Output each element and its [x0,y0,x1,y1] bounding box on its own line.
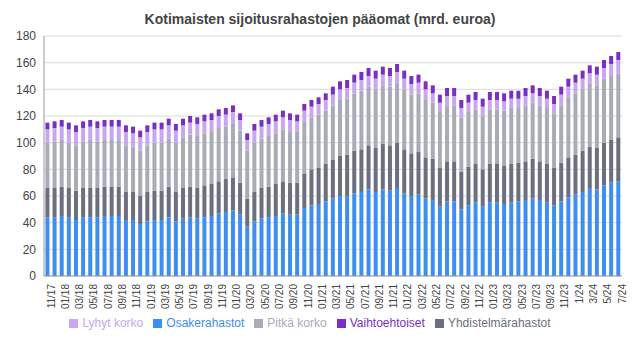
svg-text:05/22: 05/22 [431,284,442,309]
svg-text:09/23: 09/23 [545,284,556,309]
svg-text:7/24: 7/24 [617,284,628,304]
html-text:Kotimaisten sijoitusrahastojen: Kotimaisten sijoitusrahastojen pääomat (… [144,11,496,27]
svg-text:3/24: 3/24 [588,284,599,304]
svg-text:03/23: 03/23 [502,284,513,309]
svg-text:11/21: 11/21 [388,284,399,309]
html-text:Lyhyt korko: Lyhyt korko [82,316,144,330]
svg-text:07/18: 07/18 [103,284,114,309]
svg-text:01/20: 01/20 [231,284,242,309]
html-text:Osakerahastot: Osakerahastot [166,316,245,330]
svg-text:05/20: 05/20 [260,284,271,309]
svg-text:05/18: 05/18 [88,284,99,309]
svg-text:100: 100 [16,136,36,150]
svg-text:07/22: 07/22 [445,284,456,309]
svg-text:0: 0 [29,269,36,283]
svg-text:20: 20 [23,243,37,257]
svg-text:11/22: 11/22 [474,284,485,309]
svg-text:01/18: 01/18 [60,284,71,309]
svg-text:01/21: 01/21 [317,284,328,309]
svg-text:05/21: 05/21 [345,284,356,309]
svg-text:01/23: 01/23 [488,284,499,309]
svg-text:05/23: 05/23 [517,284,528,309]
svg-text:07/23: 07/23 [531,284,542,309]
svg-text:09/18: 09/18 [117,284,128,309]
svg-text:01/22: 01/22 [402,284,413,309]
svg-text:11/19: 11/19 [217,284,228,309]
svg-text:160: 160 [16,56,36,70]
svg-text:09/20: 09/20 [288,284,299,309]
svg-text:180: 180 [16,30,36,43]
html-text:Yhdistelmärahastot: Yhdistelmärahastot [447,316,551,330]
svg-text:05/19: 05/19 [174,284,185,309]
svg-text:40: 40 [23,216,37,230]
svg-text:09/21: 09/21 [374,284,385,309]
svg-text:09/19: 09/19 [203,284,214,309]
svg-text:11/20: 11/20 [303,284,314,309]
svg-text:11/23: 11/23 [559,284,570,309]
svg-text:07/19: 07/19 [188,284,199,309]
svg-text:03/18: 03/18 [74,284,85,309]
svg-text:01/19: 01/19 [146,284,157,309]
svg-text:09/22: 09/22 [460,284,471,309]
svg-text:140: 140 [16,83,36,97]
svg-text:07/20: 07/20 [274,284,285,309]
svg-text:11/18: 11/18 [131,284,142,309]
html-text:Vaihtoehtoiset: Vaihtoehtoiset [349,316,425,330]
svg-text:03/22: 03/22 [417,284,428,309]
svg-text:07/21: 07/21 [360,284,371,309]
svg-text:11/17: 11/17 [46,284,57,309]
svg-text:03/21: 03/21 [331,284,342,309]
svg-text:80: 80 [23,163,37,177]
svg-text:120: 120 [16,109,36,123]
svg-text:03/20: 03/20 [245,284,256,309]
svg-text:03/19: 03/19 [160,284,171,309]
html-text:Pitkä korko: Pitkä korko [267,316,327,330]
svg-text:60: 60 [23,189,37,203]
svg-text:5/24: 5/24 [602,284,613,304]
svg-text:1/24: 1/24 [574,284,585,304]
